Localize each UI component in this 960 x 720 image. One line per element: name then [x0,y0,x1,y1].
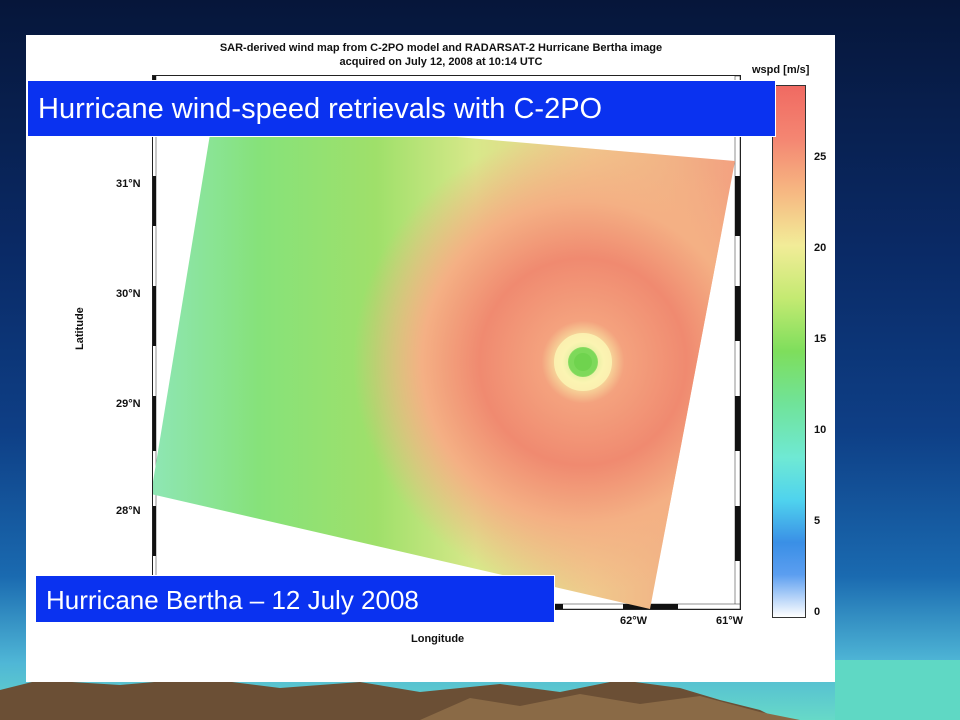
lat-tick-28: 28°N [116,505,141,517]
y-axis-title: Latitude [74,307,86,350]
map-frame [151,75,741,610]
lon-tick-62: 62°W [620,615,648,627]
figure-title: SAR-derived wind map from C-2PO model an… [26,41,856,69]
colorbar-tick-0: 0 [814,606,821,618]
x-axis-title: Longitude [411,633,465,645]
wind-map-figure: SAR-derived wind map from C-2PO model an… [26,35,835,682]
lon-tick-61: 61°W [716,615,744,627]
headline-text: Hurricane wind-speed retrievals with C-2… [38,93,603,125]
colorbar-label: wspd [m/s] [752,64,810,76]
colorbar-tick-20: 20 [814,242,827,254]
figure-title-line2: acquired on July 12, 2008 at 10:14 UTC [339,56,543,68]
figure-title-line1: SAR-derived wind map from C-2PO model an… [219,42,663,54]
caption-text: Hurricane Bertha – 12 July 2008 [46,585,419,615]
lat-tick-30: 30°N [116,288,141,300]
lat-tick-29: 29°N [116,398,141,410]
headline-box: Hurricane wind-speed retrievals with C-2… [27,80,776,137]
colorbar-tick-10: 10 [814,424,827,436]
colorbar-tick-25: 25 [814,151,827,163]
colorbar [772,85,806,618]
colorbar-tick-15: 15 [814,333,827,345]
caption-box: Hurricane Bertha – 12 July 2008 [35,575,555,623]
wind-speed-map [151,75,741,610]
lat-tick-31: 31°N [116,178,141,190]
ground-silhouette [0,660,960,720]
colorbar-tick-5: 5 [814,515,821,527]
